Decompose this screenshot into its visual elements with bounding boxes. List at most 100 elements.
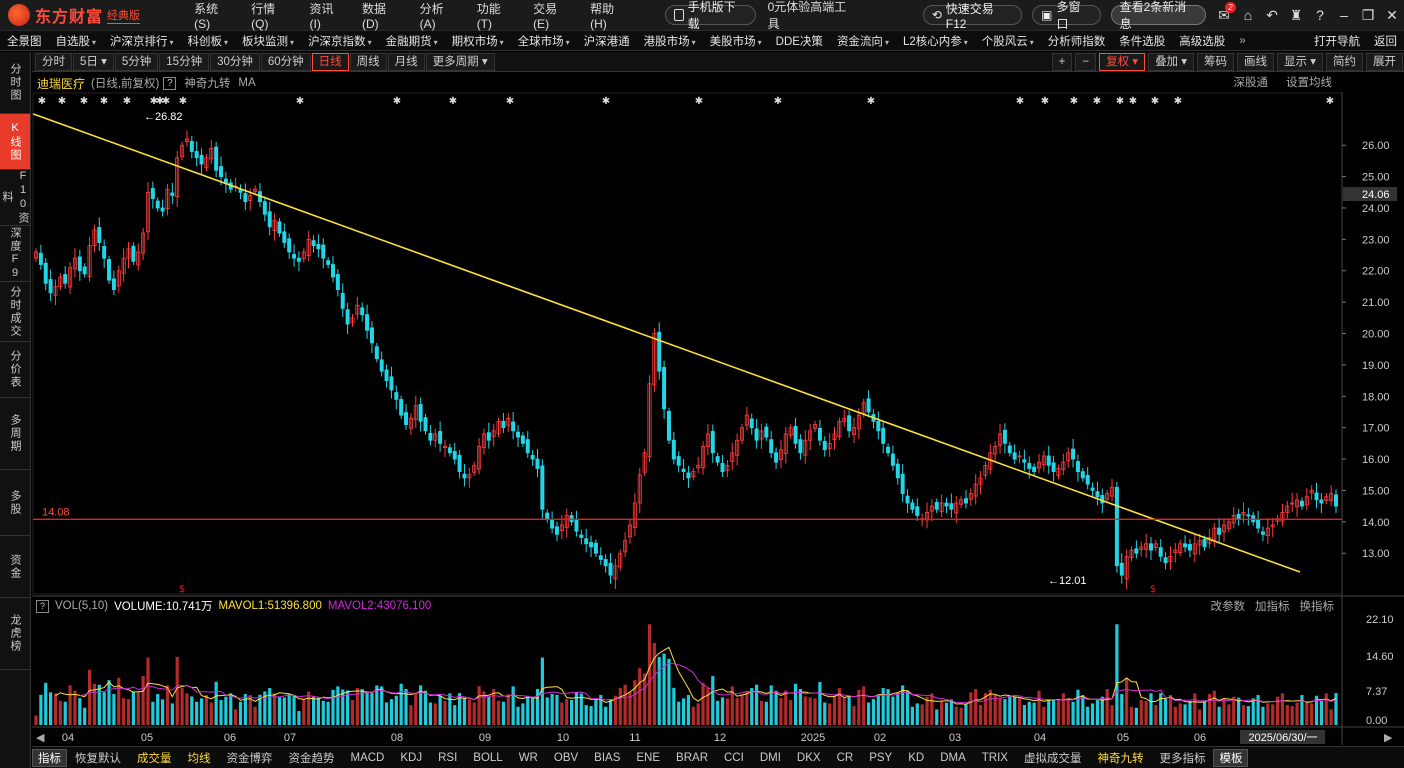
indicator-tab-18[interactable]: CR	[836, 751, 854, 764]
period-4[interactable]: 30分钟	[210, 52, 260, 71]
event-marker-icon[interactable]: ✱	[123, 96, 131, 107]
sidebar-item-4[interactable]: 分时成交	[0, 282, 30, 342]
change-params-link[interactable]: 改参数	[1210, 601, 1246, 613]
sidebar-item-3[interactable]: 深度F9	[0, 226, 30, 282]
indicator-tab-14[interactable]: BRAR	[676, 751, 708, 764]
sidebar-item-7[interactable]: 多股	[0, 470, 30, 536]
nav-item-6[interactable]: 金融期货 ▾	[385, 35, 438, 48]
event-marker-icon[interactable]: ✱	[602, 96, 610, 107]
vol-settings-icon[interactable]: ?	[36, 599, 49, 613]
sgt-link[interactable]: 深股通	[1233, 77, 1269, 89]
nav-item-17[interactable]: 条件选股	[1119, 35, 1166, 48]
home-icon[interactable]: ⌂	[1243, 7, 1253, 23]
scroll-left-icon[interactable]: ◀	[36, 731, 45, 744]
indicator-tab-23[interactable]: 虚拟成交量	[1023, 752, 1082, 765]
trend-line[interactable]	[32, 113, 1301, 573]
chart-tool-6[interactable]: 显示 ▾	[1277, 53, 1323, 71]
indicator-tab-4[interactable]: 资金博弈	[226, 752, 273, 765]
news-button[interactable]: 查看2条新消息	[1110, 0, 1206, 31]
event-marker-icon[interactable]: ✱	[100, 96, 108, 107]
sidebar-item-6[interactable]: 多周期	[0, 398, 30, 470]
indicator-ma[interactable]: MA	[238, 77, 256, 89]
indicator-tab-9[interactable]: BOLL	[473, 751, 503, 764]
indicator-tab-3[interactable]: 均线	[187, 752, 211, 765]
sidebar-item-1[interactable]: K线图	[0, 114, 30, 170]
period-5[interactable]: 60分钟	[260, 52, 311, 71]
event-marker-icon[interactable]: ✱	[1016, 96, 1024, 107]
period-1[interactable]: 5日 ▾	[73, 52, 114, 71]
sidebar-item-9[interactable]: 龙虎榜	[0, 598, 30, 670]
period-9[interactable]: 更多周期 ▾	[425, 52, 495, 71]
quick-trade-button[interactable]: ⟲ 快速交易F12	[922, 2, 1023, 31]
close-icon[interactable]: ✕	[1386, 6, 1398, 23]
shirt-icon[interactable]: ♜	[1289, 6, 1303, 23]
promo-link[interactable]: 0元体验高端工具	[767, 0, 847, 31]
indicator-tab-13[interactable]: ENE	[636, 751, 661, 764]
indicator-tab-16[interactable]: DMI	[759, 751, 781, 764]
minimize-icon[interactable]: –	[1340, 7, 1348, 23]
nav-item-7[interactable]: 期权市场 ▾	[451, 35, 504, 48]
event-marker-icon[interactable]: ✱	[58, 96, 66, 107]
indicator-tab-12[interactable]: BIAS	[594, 751, 621, 764]
menu-item-7[interactable]: 帮助(H)	[590, 1, 615, 31]
indicator-tab-15[interactable]: CCI	[724, 751, 744, 764]
help-icon[interactable]: ?	[163, 76, 177, 90]
event-marker-icon[interactable]: ✱	[179, 96, 187, 107]
nav-item-5[interactable]: 沪深京指数 ▾	[308, 35, 372, 48]
stock-name[interactable]: 迪瑞医疗	[37, 76, 86, 91]
period-2[interactable]: 5分钟	[114, 52, 159, 71]
event-marker-icon[interactable]: ✱	[80, 96, 88, 107]
mobile-download-button[interactable]: 手机版下载	[664, 0, 756, 31]
nav-item-16[interactable]: 分析师指数	[1047, 35, 1106, 48]
nav-item-4[interactable]: 板块监测 ▾	[242, 35, 295, 48]
indicator-tab-21[interactable]: DMA	[940, 751, 966, 764]
menu-item-3[interactable]: 数据(D)	[361, 1, 386, 31]
indicator-tab-24[interactable]: 神奇九转	[1097, 752, 1144, 765]
event-marker-icon[interactable]: ✱	[296, 96, 304, 107]
event-marker-icon[interactable]: ✱	[1070, 96, 1078, 107]
nav-item-12[interactable]: DDE决策	[775, 35, 823, 48]
nav-item-11[interactable]: 美股市场 ▾	[709, 35, 762, 48]
nav-item-1[interactable]: 自选股 ▾	[55, 35, 97, 48]
indicator-tab-7[interactable]: KDJ	[400, 751, 423, 764]
event-marker-icon[interactable]: ✱	[1129, 96, 1137, 107]
menu-item-5[interactable]: 功能(T)	[476, 1, 501, 31]
maximize-icon[interactable]: ❐	[1361, 6, 1375, 23]
indicator-tab-20[interactable]: KD	[908, 751, 925, 764]
chart-tool-8[interactable]: 展开	[1366, 53, 1403, 71]
sidebar-item-8[interactable]: 资金	[0, 536, 30, 598]
menu-item-1[interactable]: 行情(Q)	[251, 1, 276, 31]
nav-right-1[interactable]: 返回	[1374, 36, 1397, 48]
nav-item-18[interactable]: 高级选股	[1179, 35, 1226, 48]
indicator-tab-22[interactable]: TRIX	[981, 751, 1008, 764]
nav-item-2[interactable]: 沪深京排行 ▾	[110, 35, 174, 48]
indicator-tab-8[interactable]: RSI	[438, 751, 458, 764]
back-icon[interactable]: ↶	[1266, 6, 1278, 23]
period-8[interactable]: 月线	[387, 52, 425, 71]
dividend-marker-icon[interactable]: $	[179, 584, 185, 595]
indicator-tab-25[interactable]: 更多指标	[1159, 752, 1206, 765]
nav-item-8[interactable]: 全球市场 ▾	[517, 35, 570, 48]
nav-item-10[interactable]: 港股市场 ▾	[643, 35, 696, 48]
switch-indicator-link[interactable]: 换指标	[1299, 601, 1335, 613]
event-marker-icon[interactable]: ✱	[506, 96, 514, 107]
indicator-tab-6[interactable]: MACD	[350, 751, 385, 764]
nav-more[interactable]: »	[1239, 34, 1246, 47]
indicator-jiuzhuan[interactable]: 神奇九转	[184, 78, 231, 90]
event-marker-icon[interactable]: ✱	[449, 96, 457, 107]
multi-window-button[interactable]: ▣ 多窗口	[1032, 0, 1101, 31]
event-marker-icon[interactable]: ✱	[1116, 96, 1124, 107]
ma-settings-link[interactable]: 设置均线	[1286, 77, 1332, 89]
event-marker-icon[interactable]: ✱	[162, 96, 170, 107]
indicator-tab-17[interactable]: DKX	[796, 751, 821, 764]
mail-icon[interactable]: ✉ 2	[1212, 1, 1236, 24]
menu-item-6[interactable]: 交易(E)	[533, 1, 558, 31]
indicator-tab-2[interactable]: 成交量	[137, 752, 172, 765]
dividend-marker-icon[interactable]: $	[1150, 584, 1156, 595]
chart-tool-5[interactable]: 画线	[1237, 53, 1275, 71]
nav-item-14[interactable]: L2核心内参 ▾	[902, 35, 968, 48]
indicator-tab-5[interactable]: 资金趋势	[288, 752, 335, 765]
period-3[interactable]: 15分钟	[159, 52, 210, 71]
indicator-tab-26[interactable]: 模板	[1213, 748, 1249, 767]
